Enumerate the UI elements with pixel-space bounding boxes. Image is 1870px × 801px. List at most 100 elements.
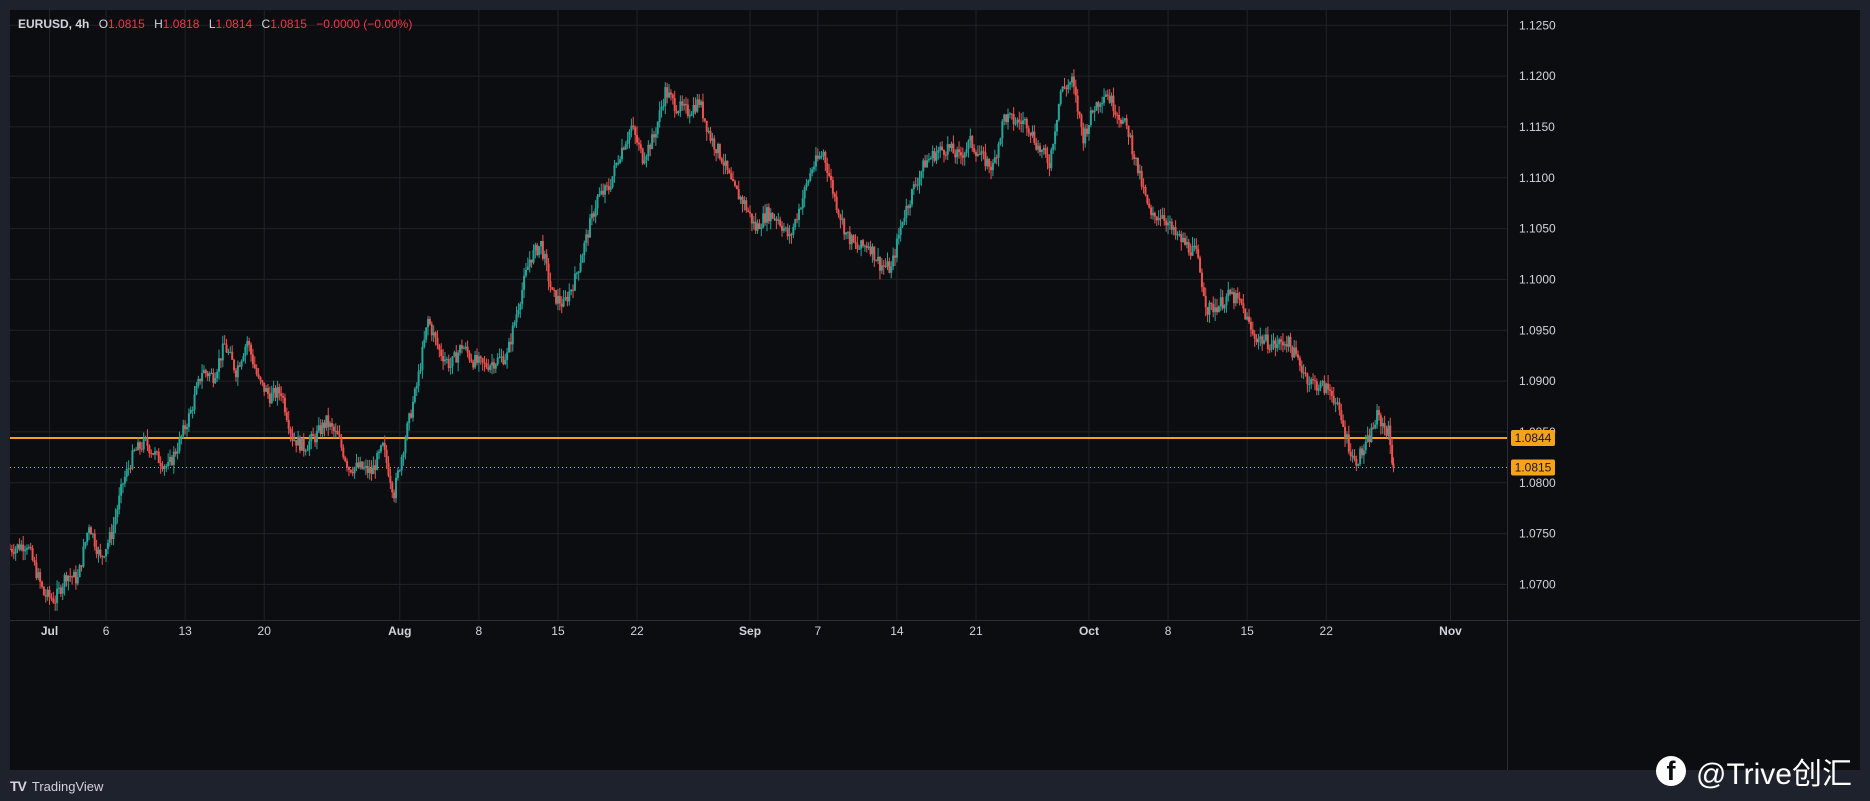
candle-body (1155, 216, 1158, 221)
candle-body (799, 208, 802, 210)
candle-body (909, 204, 912, 209)
candle-body (570, 289, 573, 292)
candle-body (248, 340, 251, 345)
candle-body (818, 156, 821, 159)
chart-frame[interactable]: 1.1250 1.1200 1.1150 1.1100 1.1050 1.1000 1.09… (10, 10, 1860, 770)
candle-body (76, 577, 79, 584)
tradingview-logo[interactable]: TV TradingView (10, 778, 103, 794)
candle-body (289, 428, 292, 433)
candle-body (306, 449, 309, 451)
candle-body (150, 453, 153, 455)
candle-body (152, 453, 155, 455)
time-tick-label: 22 (1320, 624, 1334, 638)
candle-body (604, 185, 607, 195)
candle-body (1125, 118, 1128, 126)
price-chart[interactable]: 1.1250 1.1200 1.1150 1.1100 1.1050 1.1000 1.09… (10, 10, 1860, 770)
time-tick-label: Aug (388, 624, 411, 638)
candle-body (310, 433, 313, 442)
candle-body (1072, 76, 1075, 87)
candle-body (534, 244, 537, 251)
interval-label[interactable]: 4h (75, 17, 90, 31)
candle-body (332, 426, 335, 432)
candle-body (1001, 121, 1004, 139)
candle-body (336, 430, 339, 435)
horizontal-level-line[interactable] (10, 437, 1507, 468)
low-value: 1.0814 (215, 17, 253, 31)
candle-body (353, 467, 356, 474)
candle-body (259, 377, 262, 381)
candle-body (890, 266, 893, 273)
price-axis[interactable]: 1.1250 1.1200 1.1150 1.1100 1.1050 1.1000 1.09… (1507, 10, 1557, 770)
time-tick-label: 8 (476, 624, 483, 638)
candle-body (1046, 154, 1049, 164)
candle-body (828, 173, 831, 176)
candle-body (383, 442, 386, 450)
candle-body (1338, 402, 1341, 411)
candle-body (308, 441, 311, 450)
candle-body (549, 281, 552, 288)
candle-body (976, 153, 979, 156)
candle-body (709, 130, 712, 141)
candle-body (1048, 163, 1051, 169)
candle-body (760, 227, 763, 229)
candle-body (519, 304, 522, 310)
candle-body (29, 546, 32, 549)
candle-body (741, 196, 744, 204)
candle-body (1161, 215, 1164, 219)
close-value: 1.0815 (270, 17, 307, 31)
candle-body (1103, 96, 1106, 103)
candle-body (959, 152, 962, 156)
candle-body (523, 275, 526, 290)
candle-body (459, 345, 462, 353)
candle-body (25, 548, 28, 550)
candle-body (69, 575, 72, 577)
candle-body (1031, 131, 1034, 136)
candle-body (538, 246, 541, 256)
candle-body (449, 366, 452, 368)
candle-body (282, 395, 285, 398)
candle-body (42, 586, 45, 596)
candle-body (609, 187, 612, 190)
candle-body (287, 419, 290, 429)
candle-body (754, 221, 757, 231)
candle-body (918, 177, 921, 185)
candle-body (948, 144, 951, 148)
candle-body (619, 159, 622, 163)
candle-body (193, 394, 196, 410)
candle-body (1221, 297, 1224, 309)
symbol-name[interactable]: EURUSD (18, 17, 69, 31)
candle-body (1272, 340, 1275, 344)
candle-body (1180, 234, 1183, 242)
candle-body (120, 484, 123, 496)
candle-body (50, 597, 53, 599)
candle-body (974, 152, 977, 156)
time-axis[interactable]: Jul 6 13 20 Aug 8 15 22 Sep 7 14 21 Oct 8 15 22 Nov (10, 620, 1860, 639)
candle-body (35, 562, 38, 578)
candle-body (1353, 455, 1356, 460)
candle-body (1291, 346, 1294, 358)
candle-body (1133, 154, 1136, 159)
candle-body (820, 155, 823, 157)
candle-body (1306, 373, 1309, 385)
time-tick-label: 20 (258, 624, 272, 638)
candle-body (922, 160, 925, 172)
candle-body (1042, 147, 1045, 150)
candle-body (835, 196, 838, 210)
candle-body (895, 238, 898, 258)
candle-body (1039, 145, 1042, 152)
candle-body (502, 356, 505, 365)
candle-body (914, 184, 917, 186)
candle-body (464, 346, 467, 349)
candle-body (980, 151, 983, 155)
last-price-tag-bg (1511, 459, 1555, 476)
candle-body (1330, 390, 1333, 396)
candle-body (681, 101, 684, 106)
candle-body (184, 425, 187, 430)
candle-body (1270, 343, 1273, 350)
candle-body (636, 134, 639, 143)
candle-body (941, 146, 944, 151)
candle-body (1095, 102, 1098, 111)
candle-body (1069, 82, 1072, 85)
candle-body (229, 351, 232, 353)
candle-body (268, 393, 271, 404)
